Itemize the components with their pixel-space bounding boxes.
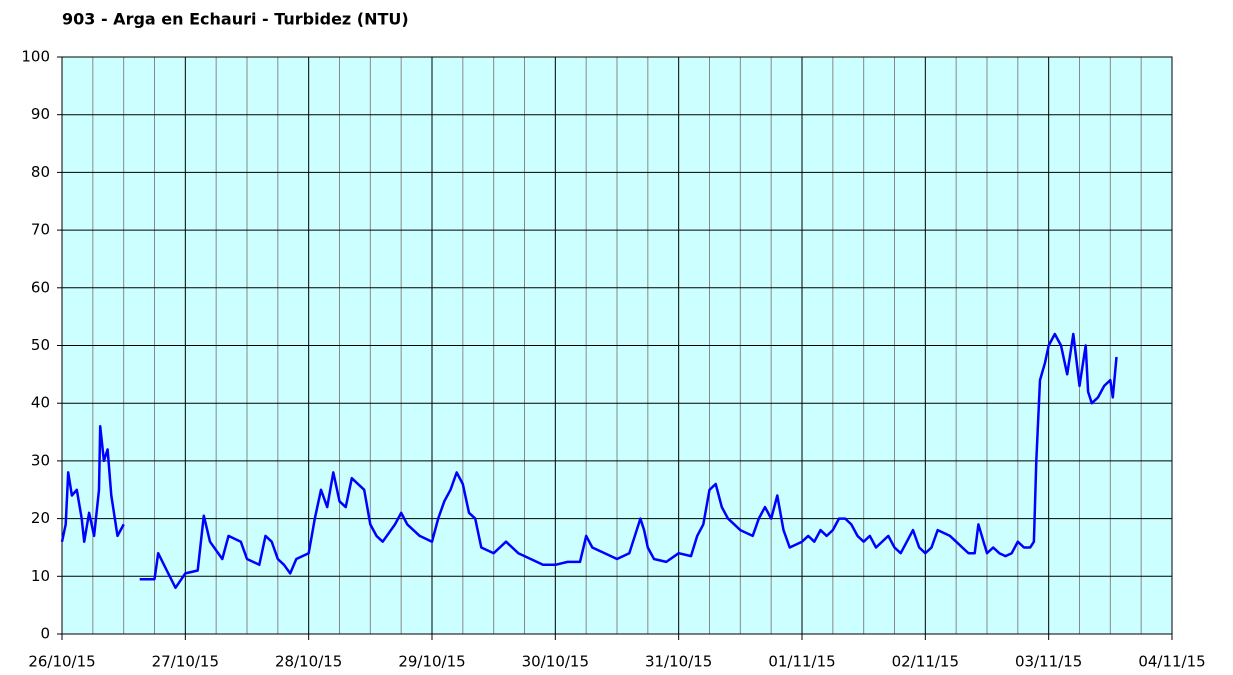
y-tick-label: 30: [31, 451, 50, 469]
y-tick-label: 10: [31, 567, 50, 585]
x-tick-label: 30/10/15: [522, 653, 589, 671]
y-tick-label: 50: [31, 336, 50, 354]
y-tick-label: 20: [31, 509, 50, 527]
x-tick-label: 27/10/15: [152, 653, 219, 671]
chart-title: 903 - Arga en Echauri - Turbidez (NTU): [62, 10, 409, 29]
x-tick-label: 26/10/15: [28, 653, 95, 671]
data-line: [60, 332, 1118, 590]
x-tick-label: 28/10/15: [275, 653, 342, 671]
y-tick-label: 90: [31, 105, 50, 123]
x-tick-label: 02/11/15: [892, 653, 959, 671]
x-tick-label: 29/10/15: [398, 653, 465, 671]
y-tick-label: 70: [31, 221, 50, 239]
x-tick-label: 04/11/15: [1138, 653, 1205, 671]
y-tick-label: 60: [31, 278, 50, 296]
y-tick-label: 100: [21, 48, 50, 66]
x-tick-label: 01/11/15: [768, 653, 835, 671]
y-tick-label: 80: [31, 163, 50, 181]
y-tick-label: 0: [40, 625, 50, 643]
x-tick-label: 03/11/15: [1015, 653, 1082, 671]
y-tick-label: 40: [31, 394, 50, 412]
x-tick-label: 31/10/15: [645, 653, 712, 671]
